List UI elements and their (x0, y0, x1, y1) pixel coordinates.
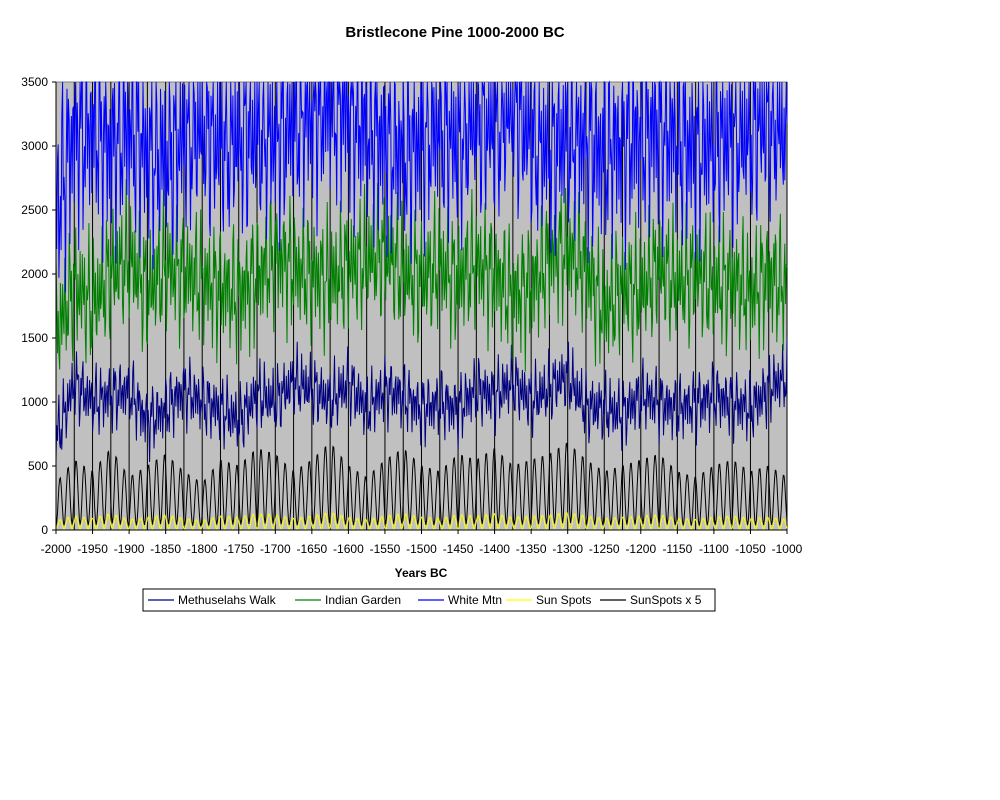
y-tick-label: 3000 (21, 139, 48, 153)
x-tick-label: -1750 (223, 542, 254, 556)
axes: 0 500 1000 1500 2000 2500 3000 3500 -2000 -1950 -1… (21, 75, 802, 556)
x-tick-label: -1400 (479, 542, 510, 556)
y-tick-label: 500 (28, 459, 48, 473)
x-tick-label: -1700 (260, 542, 291, 556)
x-tick-label: -1350 (516, 542, 547, 556)
x-tick-label: -2000 (41, 542, 72, 556)
series-line-white-mtn (55, 80, 788, 293)
legend-entry: Indian Garden (325, 593, 401, 607)
y-tick-label: 2500 (21, 203, 48, 217)
chart-title: Bristlecone Pine 1000-2000 BC (345, 24, 564, 41)
y-tick-label: 3500 (21, 75, 48, 89)
legend-entry: White Mtn (448, 593, 502, 607)
series-line-indian-garden (55, 179, 788, 372)
x-axis-label: Years BC (395, 566, 448, 580)
x-tick-label: -1200 (625, 542, 656, 556)
y-tick-label: 1500 (21, 331, 48, 345)
x-tick-label: -1950 (77, 542, 108, 556)
y-tick-label: 2000 (21, 267, 48, 281)
y-tick-label: 1000 (21, 395, 48, 409)
legend-entry: Sun Spots (536, 593, 591, 607)
x-tick-label: -1500 (406, 542, 437, 556)
x-tick-label: -1850 (150, 542, 181, 556)
x-tick-label: -1550 (370, 542, 401, 556)
x-tick-label: -1300 (552, 542, 583, 556)
x-tick-label: -1050 (735, 542, 766, 556)
x-tick-label: -1900 (114, 542, 145, 556)
x-tick-label: -1250 (589, 542, 620, 556)
x-tick-label: -1150 (662, 542, 692, 556)
x-tick-label: -1800 (187, 542, 218, 556)
series-line-methuselahs-walk (55, 338, 788, 463)
series-lines (55, 80, 788, 530)
legend: Methuselahs Walk Indian Garden White Mtn Su… (142, 588, 716, 612)
y-tick-label: 0 (41, 523, 48, 537)
x-tick-label: -1000 (772, 542, 803, 556)
legend-entry: SunSpots x 5 (630, 593, 702, 607)
x-tick-label: -1450 (443, 542, 474, 556)
legend-entry: Methuselahs Walk (178, 593, 277, 607)
x-tick-label: -1100 (699, 542, 729, 556)
series-line-sun-spots (55, 512, 788, 530)
x-tick-label: -1650 (296, 542, 327, 556)
series-line-sunspots-x-5 (55, 442, 788, 527)
x-tick-label: -1600 (333, 542, 364, 556)
